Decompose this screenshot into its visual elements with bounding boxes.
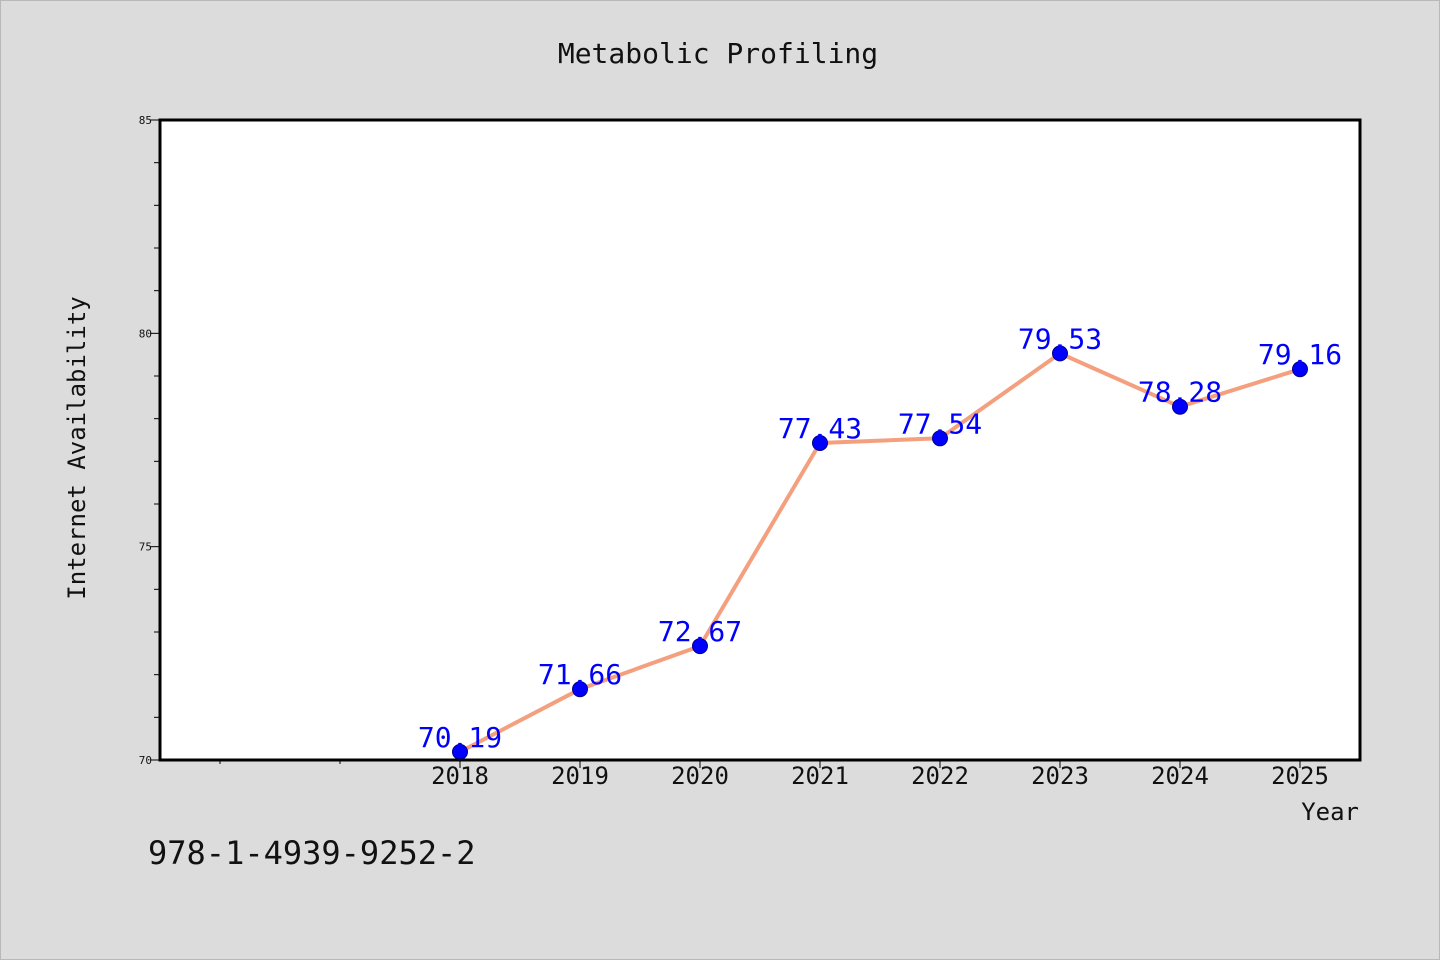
data-label: 72.67 — [658, 615, 742, 648]
footer-isbn: 978-1-4939-9252-2 — [148, 834, 476, 872]
data-label: 79.16 — [1258, 338, 1342, 371]
data-point — [1052, 345, 1068, 362]
x-tick-label: 2021 — [791, 762, 849, 790]
data-point — [932, 430, 948, 447]
series-layer: 70.19 71.66 72.67 77.43 77.54 79.53 78.28 79.16 — [418, 322, 1342, 760]
y-axis-title: Internet Availability — [63, 296, 91, 599]
x-tick-label: 2023 — [1031, 762, 1089, 790]
x-tick-label: 2024 — [1151, 762, 1209, 790]
data-label: 78.28 — [1138, 376, 1222, 409]
data-point — [1172, 398, 1188, 415]
x-axis-title: Year — [1301, 798, 1359, 826]
y-tick-label: 80 — [139, 327, 152, 340]
data-point — [572, 681, 588, 698]
y-axis: 70 75 80 85 — [139, 114, 160, 767]
x-tick-label: 2022 — [911, 762, 969, 790]
x-tick-label: 2020 — [671, 762, 729, 790]
y-tick-label: 75 — [139, 541, 152, 554]
data-label: 70.19 — [418, 721, 502, 754]
data-label: 79.53 — [1018, 322, 1102, 355]
x-axis: 2018 2019 2020 2021 2022 2023 2024 2025 — [219, 760, 1329, 790]
data-point — [692, 638, 708, 655]
data-label: 71.66 — [538, 658, 622, 691]
chart-title: Metabolic Profiling — [558, 37, 878, 70]
data-label: 77.43 — [778, 412, 862, 445]
x-tick-label: 2025 — [1271, 762, 1329, 790]
x-tick-label: 2018 — [431, 762, 489, 790]
data-label: 77.54 — [898, 407, 982, 440]
plot-border — [158, 118, 1362, 762]
data-point — [812, 434, 828, 451]
series-line — [459, 351, 1301, 754]
x-tick-label: 2019 — [551, 762, 609, 790]
y-tick-label: 70 — [139, 754, 152, 767]
data-point — [1292, 361, 1308, 378]
y-tick-label: 85 — [139, 114, 152, 127]
plot-area — [160, 120, 1360, 760]
